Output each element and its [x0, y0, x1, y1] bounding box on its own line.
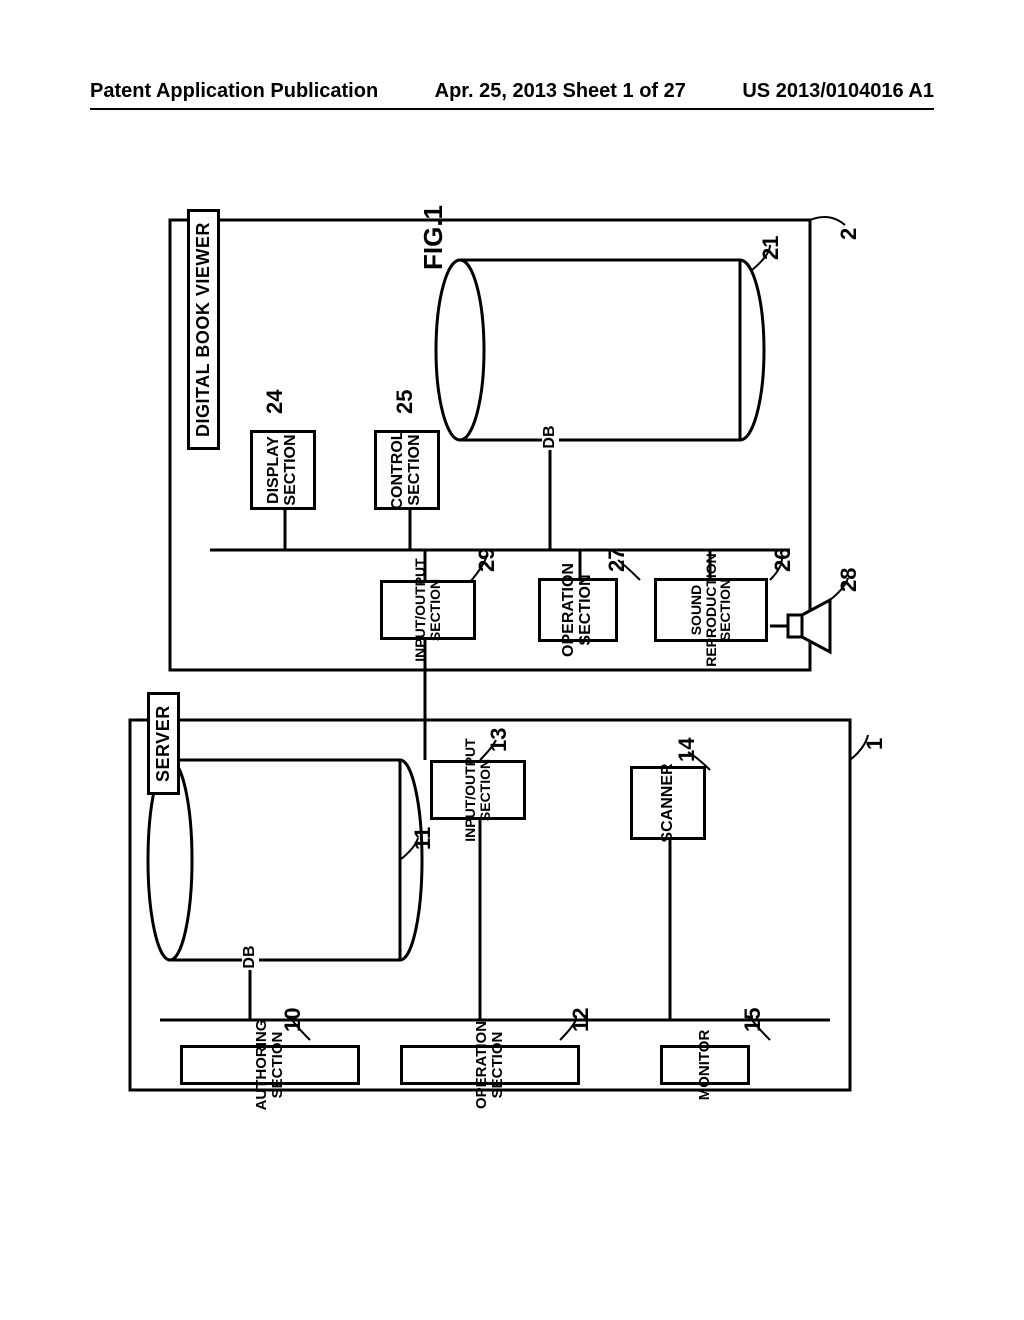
ref-15: 15	[740, 1008, 766, 1032]
ref-26: 26	[770, 548, 796, 572]
db-label-21: DB	[542, 424, 559, 450]
figure-title: FIG.1	[418, 205, 449, 270]
control-section: CONTROLSECTION	[374, 430, 440, 510]
header-left: Patent Application Publication	[90, 80, 378, 103]
ref-28: 28	[836, 568, 862, 592]
scanner: SCANNER	[630, 766, 706, 840]
ref-10: 10	[280, 1008, 306, 1032]
header-rule	[90, 108, 934, 110]
ref-14: 14	[674, 738, 700, 762]
db-label-11: DB	[242, 944, 259, 970]
viewer-title: DIGITAL BOOK VIEWER	[187, 209, 220, 450]
server-title: SERVER	[147, 692, 180, 795]
ref-12: 12	[568, 1008, 594, 1032]
ref-29: 29	[474, 548, 500, 572]
authoring-section: AUTHORING SECTION	[180, 1045, 360, 1085]
ref-2: 2	[836, 228, 862, 240]
page-header: Patent Application Publication Apr. 25, …	[0, 80, 1024, 103]
patent-page: Patent Application Publication Apr. 25, …	[0, 0, 1024, 1320]
sound-reproduction-section: SOUNDREPRODUCTIONSECTION	[654, 578, 768, 642]
io-section-29: INPUT/OUTPUTSECTION	[380, 580, 476, 640]
operation-section-27: OPERATIONSECTION	[538, 578, 618, 642]
io-section-13: INPUT/OUTPUTSECTION	[430, 760, 526, 820]
ref-21: 21	[758, 236, 784, 260]
header-right: US 2013/0104016 A1	[742, 80, 934, 103]
monitor: MONITOR	[660, 1045, 750, 1085]
ref-1: 1	[862, 738, 888, 750]
operation-section-12: OPERATION SECTION	[400, 1045, 580, 1085]
ref-27: 27	[604, 548, 630, 572]
ref-11: 11	[410, 827, 436, 850]
ref-25: 25	[392, 390, 418, 414]
figure-1: FIG.1 DIGITAL BOOK VIEWER SERVER DB DISP…	[110, 200, 910, 1100]
ref-24: 24	[262, 390, 288, 414]
display-section: DISPLAYSECTION	[250, 430, 316, 510]
header-center: Apr. 25, 2013 Sheet 1 of 27	[435, 80, 686, 103]
ref-13: 13	[486, 728, 512, 752]
diagram-svg	[110, 200, 910, 1100]
